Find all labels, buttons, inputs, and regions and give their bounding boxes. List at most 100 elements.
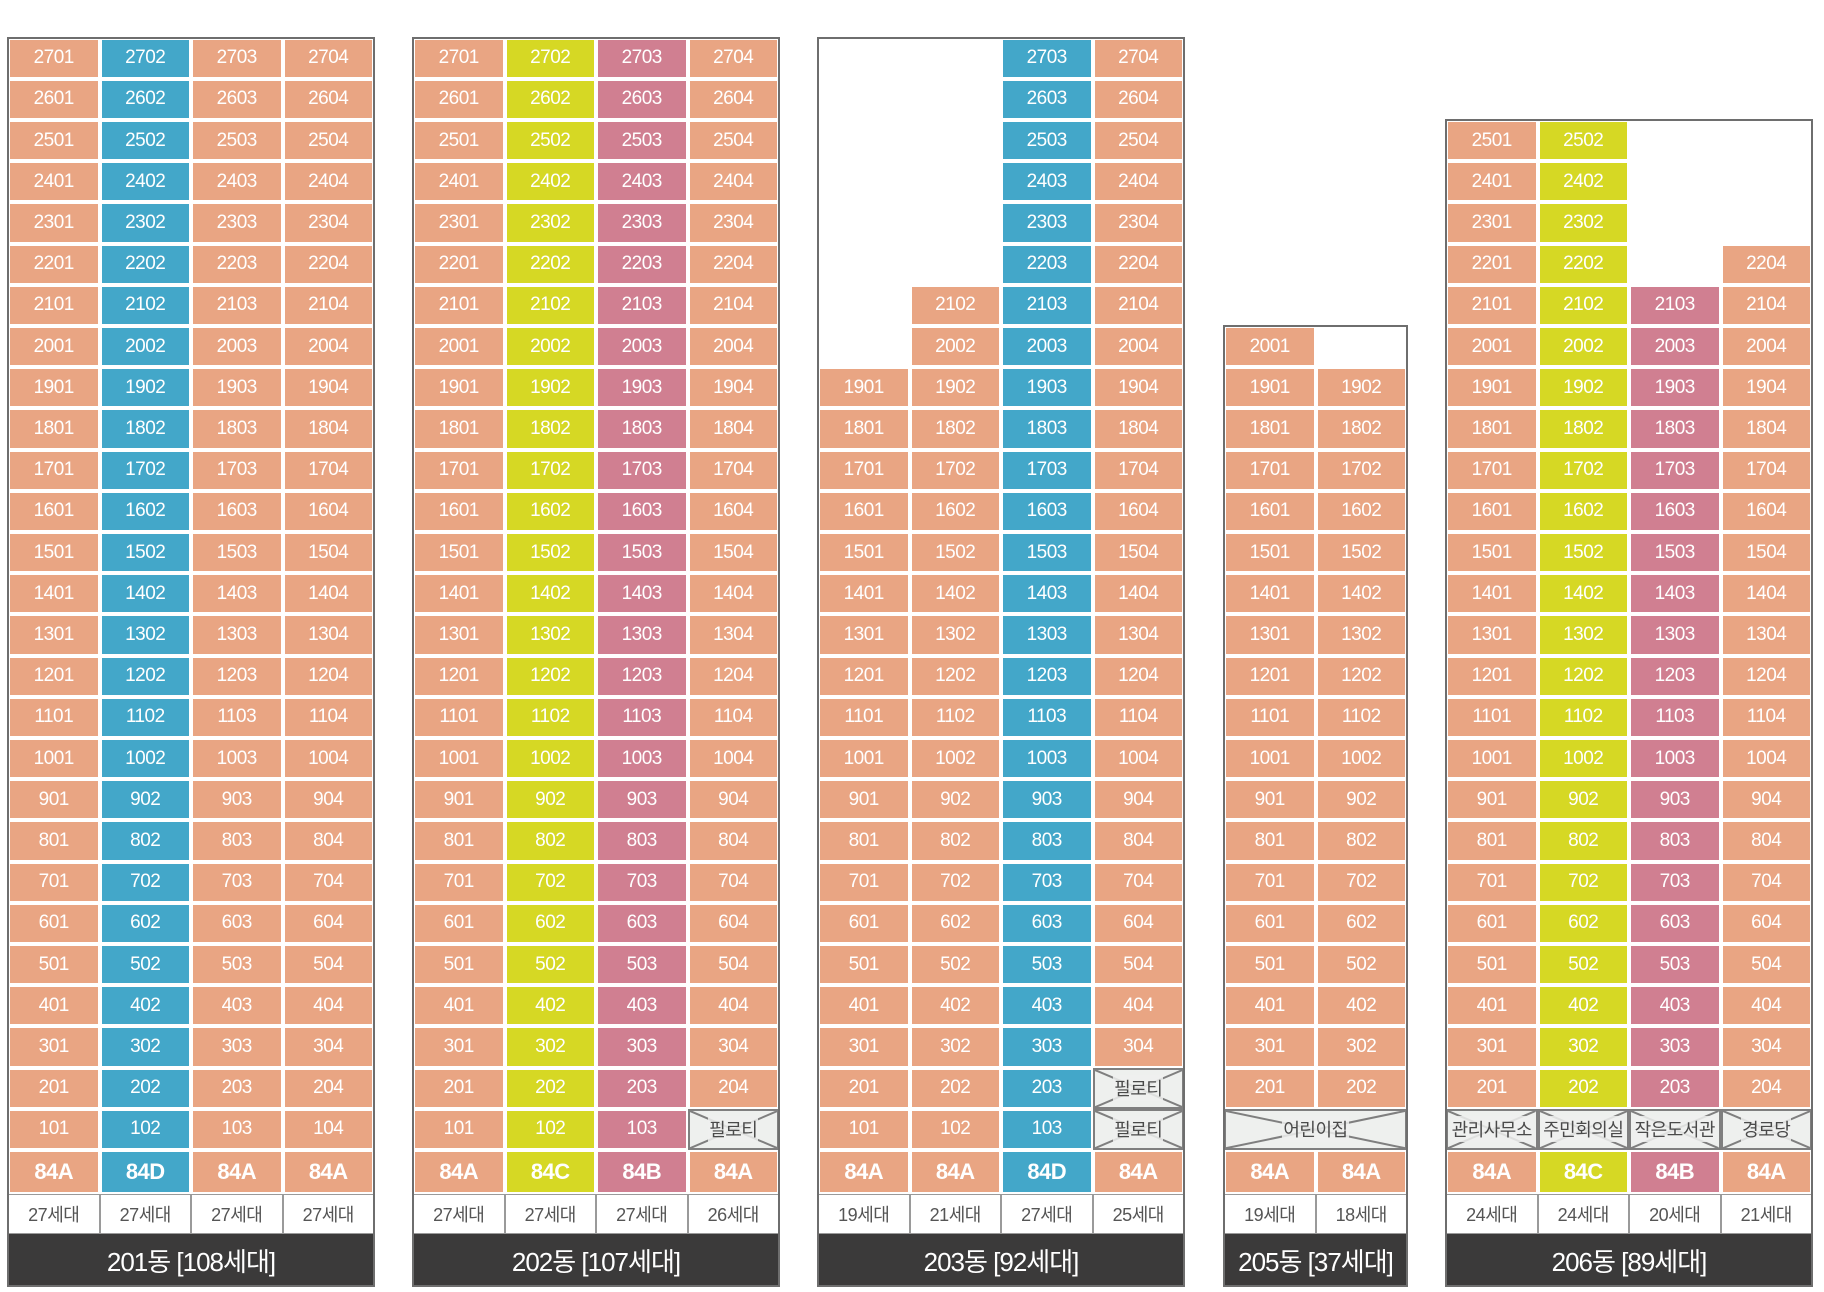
unit-cell: 1904 [1720,367,1812,409]
unit-cell: 2204 [282,243,374,285]
unit-cell: 1803 [1001,408,1093,450]
unit-cell: 1304 [1720,614,1812,656]
unit-cell: 2604 [687,78,779,120]
unit-cell: 703 [191,861,283,903]
unit-cell: 1401 [8,573,100,615]
unit-cell: 1603 [596,490,688,532]
unit-cell: 1901 [1446,367,1538,409]
facility-label: 관리사무소 [1450,1116,1533,1143]
unit-type-cell: 84D [99,1150,191,1194]
unit-cell: 701 [818,861,910,903]
unit-cell: 2703 [1001,37,1093,79]
household-count-cell: 27세대 [413,1194,505,1234]
unit-cell: 1201 [413,655,505,697]
unit-cell: 2202 [99,243,191,285]
household-count-cell: 25세대 [1092,1194,1184,1234]
unit-cell: 603 [596,902,688,944]
unit-cell: 1102 [909,696,1001,738]
unit-cell: 1701 [8,449,100,491]
unit-cell: 2402 [1537,161,1629,203]
unit-cell: 1403 [1629,573,1721,615]
unit-cell: 2104 [687,284,779,326]
non-residential-cell: 필로티 [1092,1067,1184,1109]
unit-cell: 304 [687,1026,779,1068]
unit-cell: 1104 [1720,696,1812,738]
unit-cell: 2604 [282,78,374,120]
unit-cell: 703 [596,861,688,903]
unit-cell: 2404 [1092,161,1184,203]
unit-cell: 1201 [8,655,100,697]
unit-cell: 801 [1446,820,1538,862]
unit-cell: 1801 [1224,408,1316,450]
unit-cell: 102 [99,1108,191,1150]
unit-cell: 2004 [687,326,779,368]
unit-cell: 204 [282,1067,374,1109]
unit-cell: 2103 [191,284,283,326]
non-residential-cell: 필로티 [687,1108,779,1150]
unit-cell: 1103 [1629,696,1721,738]
unit-cell: 2502 [504,120,596,162]
unit-cell: 1102 [99,696,191,738]
household-count-cell: 19세대 [1224,1194,1316,1234]
unit-type-cell: 84A [1720,1150,1812,1194]
unit-cell: 901 [1446,779,1538,821]
unit-cell: 203 [1629,1067,1721,1109]
unit-cell: 1203 [191,655,283,697]
unit-cell: 1602 [99,490,191,532]
household-count-cell: 27세대 [596,1194,688,1234]
unit-cell: 203 [1001,1067,1093,1109]
unit-cell: 2403 [1001,161,1093,203]
unit-cell: 1204 [687,655,779,697]
unit-cell: 401 [8,985,100,1027]
unit-cell: 1601 [1446,490,1538,532]
unit-type-cell: 84A [191,1150,283,1194]
unit-cell: 103 [596,1108,688,1150]
unit-cell: 1803 [596,408,688,450]
unit-cell: 2703 [596,37,688,79]
unit-cell: 1101 [8,696,100,738]
unit-cell: 1003 [1629,738,1721,780]
facility-label: 필로티 [1113,1116,1164,1143]
unit-cell: 204 [1720,1067,1812,1109]
unit-cell: 2002 [1537,326,1629,368]
unit-cell: 1502 [909,532,1001,574]
unit-cell: 201 [1446,1067,1538,1109]
unit-cell: 1102 [1315,696,1407,738]
unit-cell: 904 [687,779,779,821]
unit-cell: 1001 [413,738,505,780]
unit-cell: 2001 [1224,326,1316,368]
unit-cell: 602 [504,902,596,944]
unit-cell: 502 [909,944,1001,986]
unit-cell: 1603 [1629,490,1721,532]
unit-cell: 2402 [504,161,596,203]
unit-cell: 903 [191,779,283,821]
unit-cell: 902 [909,779,1001,821]
unit-cell: 1604 [1720,490,1812,532]
unit-cell: 601 [413,902,505,944]
unit-cell: 903 [596,779,688,821]
unit-cell: 704 [1092,861,1184,903]
unit-cell: 504 [282,944,374,986]
unit-cell: 404 [687,985,779,1027]
unit-cell: 303 [596,1026,688,1068]
unit-cell: 601 [1446,902,1538,944]
unit-type-cell: 84A [8,1150,100,1194]
unit-cell: 2601 [413,78,505,120]
household-count-cell: 27세대 [504,1194,596,1234]
household-count-cell: 27세대 [99,1194,191,1234]
unit-cell: 503 [1629,944,1721,986]
unit-cell: 402 [99,985,191,1027]
unit-cell: 202 [99,1067,191,1109]
unit-cell: 1002 [1315,738,1407,780]
unit-cell: 903 [1629,779,1721,821]
unit-cell: 1101 [818,696,910,738]
unit-cell: 1601 [413,490,505,532]
unit-cell: 402 [1537,985,1629,1027]
unit-cell: 801 [818,820,910,862]
unit-cell: 2401 [1446,161,1538,203]
unit-cell: 1701 [818,449,910,491]
household-count-cell: 19세대 [818,1194,910,1234]
unit-cell: 2103 [596,284,688,326]
unit-cell: 1102 [1537,696,1629,738]
unit-cell: 1002 [909,738,1001,780]
